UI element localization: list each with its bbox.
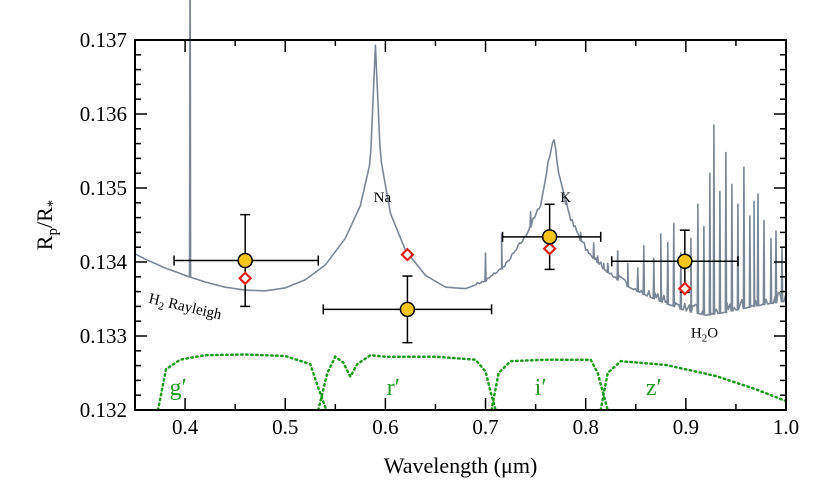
x-axis-title: Wavelength (μm)	[384, 453, 538, 478]
x-tick-label: 0.6	[372, 415, 398, 439]
band-label: r′	[387, 375, 400, 401]
y-tick-label: 0.135	[80, 176, 127, 200]
x-tick-label: 0.7	[472, 415, 498, 439]
model-binned-points	[238, 241, 692, 296]
x-tick-label: 0.9	[673, 415, 699, 439]
annotation-subscript: 2	[157, 300, 165, 313]
band-curve	[317, 353, 497, 412]
y-tick-label: 0.134	[80, 250, 128, 274]
observed-point	[237, 252, 253, 269]
annotation-rest: Rayleigh	[163, 295, 224, 324]
model-spectrum-line	[134, 0, 787, 317]
y-axis-title-mid: /R	[32, 207, 57, 228]
model-binned-diamond	[677, 281, 692, 296]
model-spectrum	[134, 0, 787, 317]
y-tick-label: 0.132	[80, 398, 127, 422]
y-axis-title: Rp/R*	[32, 200, 61, 250]
band-curve	[156, 353, 328, 412]
annotation-text: Na	[374, 190, 392, 206]
annotation-label: H2O	[691, 325, 718, 344]
y-axis-title-sub-p: p	[45, 228, 61, 236]
band-label: i′	[535, 375, 547, 401]
plot-frame	[134, 39, 787, 411]
band-label: z′	[646, 375, 662, 401]
model-binned-diamond	[400, 247, 415, 262]
annotation-text: H	[147, 291, 161, 309]
annotation-label: Na	[374, 190, 392, 206]
band-curve	[490, 358, 609, 412]
model-binned-diamond	[542, 241, 557, 256]
annotation-text: H	[691, 325, 702, 341]
axis-ticks	[134, 39, 787, 411]
y-axis-title-sub-star: *	[45, 200, 61, 208]
observed-point	[541, 229, 558, 245]
observed-points	[237, 229, 693, 318]
observed-point	[399, 301, 416, 318]
x-tick-label: 0.4	[172, 415, 199, 439]
x-tick-label: 0.8	[573, 415, 599, 439]
band-label: g′	[169, 375, 186, 401]
model-binned-diamond	[238, 271, 253, 286]
y-axis-title-r: R	[32, 235, 57, 250]
annotation-text: K	[560, 190, 571, 206]
y-tick-label: 0.133	[80, 324, 127, 348]
annotation-label: H2 Rayleigh	[146, 291, 223, 326]
y-tick-label: 0.137	[80, 28, 127, 52]
filter-bands: g′ r′ i′ z′	[156, 353, 788, 412]
x-tick-label: 1.0	[773, 415, 799, 439]
annotation-label: K	[560, 190, 571, 206]
x-tick-label: 0.5	[272, 415, 298, 439]
annotation-subscript: 2	[702, 332, 708, 344]
annotation-rest: O	[707, 325, 718, 341]
observed-point	[677, 253, 693, 270]
band-curve	[599, 359, 788, 412]
y-tick-label: 0.136	[80, 102, 127, 126]
tick-labels: 0.4 0.5 0.6 0.7 0.8 0.9 1.0 0.132 0.133 0.134 0.13…	[80, 28, 799, 439]
